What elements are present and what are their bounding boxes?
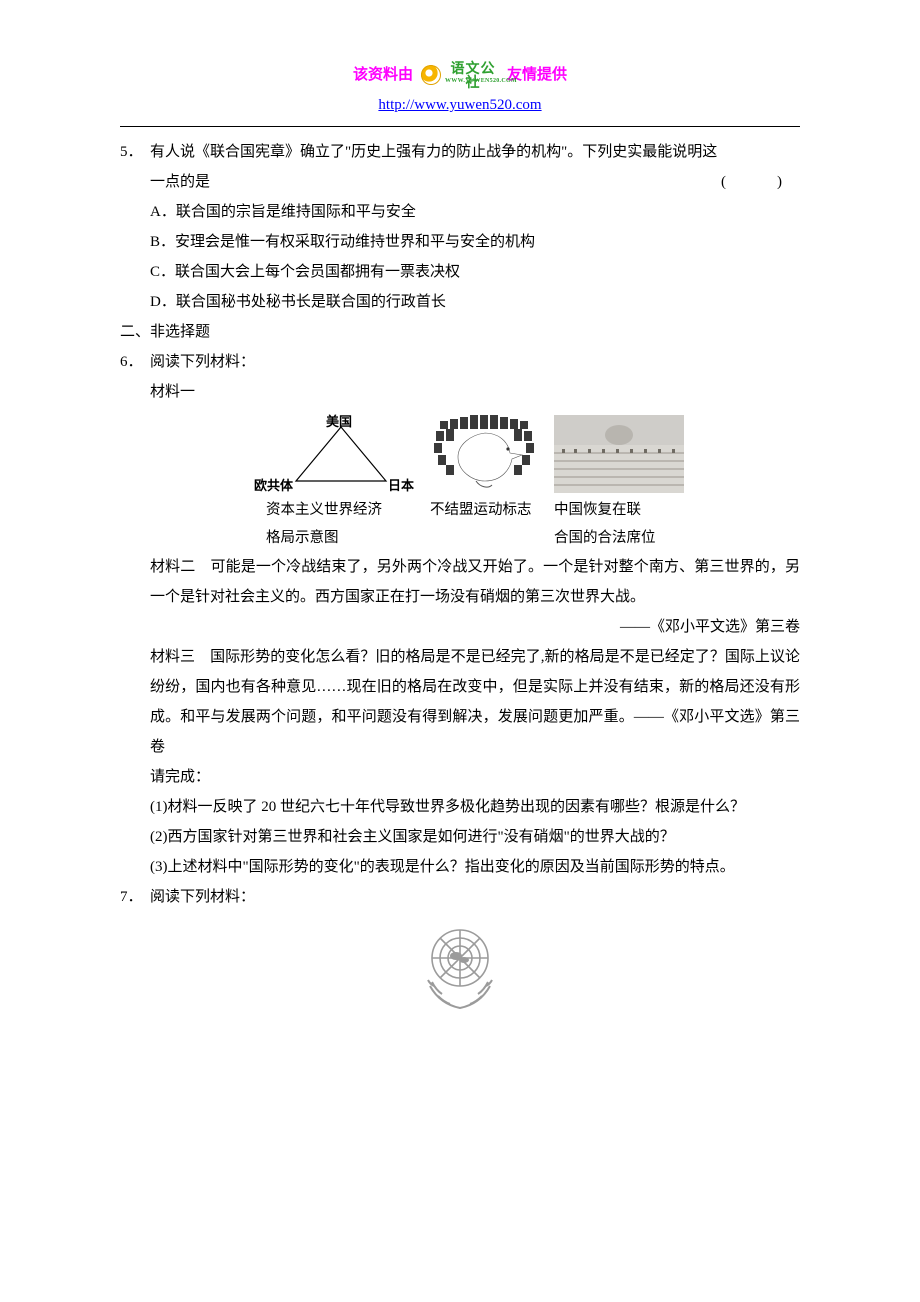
logo-text-cn: 语文公社: [445, 63, 501, 91]
q6-material2: 材料二 可能是一个冷战结束了，另外两个冷战又开始了。一个是针对整个南方、第三世界…: [120, 552, 800, 612]
triangle-label-top: 美国: [326, 409, 352, 435]
triangle-label-right: 日本: [388, 473, 414, 499]
q6-sub2: (2)西方国家针对第三世界和社会主义国家是如何进行"没有硝烟"的世界大战的？: [120, 822, 800, 852]
q6-material3: 材料三 国际形势的变化怎么看？旧的格局是不是已经完了,新的格局是不是已经定了？国…: [120, 642, 800, 762]
header: 该资料由 语文公社 WWW.YUWEN520.COM 友情提供 http://w…: [120, 60, 800, 120]
caption-1: 资本主义世界经济 格局示意图: [266, 497, 416, 552]
q6-stem: 阅读下列材料：: [150, 347, 800, 377]
q5-choice-d: D．联合国秘书处秘书长是联合国的行政首长: [120, 287, 800, 317]
triangle-diagram: 美国 欧共体 日本: [266, 415, 416, 493]
question-5: 5． 有人说《联合国宪章》确立了"历史上强有力的防止战争的机构"。下列史实最能说…: [120, 137, 800, 317]
triangle-label-left: 欧共体: [254, 473, 293, 499]
un-emblem-icon: [410, 916, 510, 1012]
q5-line2: 一点的是 ( ): [120, 167, 800, 197]
header-url-link[interactable]: http://www.yuwen520.com: [378, 97, 541, 113]
caption-1a: 资本主义世界经济: [266, 497, 416, 525]
un-hall-photo-icon: [554, 415, 684, 493]
caption-3b: 合国的合法席位: [554, 525, 684, 553]
figure-dove: [430, 415, 540, 493]
caption-2: 不结盟运动标志: [430, 497, 540, 552]
un-emblem: [120, 916, 800, 1023]
q6-sub3: (3)上述材料中"国际形势的变化"的表现是什么？指出变化的原因及当前国际形势的特…: [120, 852, 800, 882]
question-6: 6． 阅读下列材料： 材料一 美国 欧共体 日本: [120, 347, 800, 882]
q5-choice-a: A．联合国的宗旨是维持国际和平与安全: [120, 197, 800, 227]
logo-swirl-icon: [421, 65, 441, 85]
q6-mat2-label: 材料二: [150, 559, 195, 575]
divider: [120, 126, 800, 127]
site-logo: 语文公社 WWW.YUWEN520.COM: [419, 62, 501, 88]
q6-sub1: (1)材料一反映了 20 世纪六七十年代导致世界多极化趋势出现的因素有哪些？根源…: [120, 792, 800, 822]
q5-paren: ( ): [721, 167, 800, 197]
caption-2a: 不结盟运动标志: [430, 497, 540, 525]
question-7: 7． 阅读下列材料：: [120, 882, 800, 1023]
q5-choice-b: B．安理会是惟一有权采取行动维持世界和平与安全的机构: [120, 227, 800, 257]
figure-triangle: 美国 欧共体 日本: [266, 415, 416, 493]
q7-stem-line: 7． 阅读下列材料：: [120, 882, 800, 912]
header-right-text: 友情提供: [507, 60, 567, 90]
caption-3: 中国恢复在联 合国的合法席位: [554, 497, 684, 552]
figure-un-hall: [554, 415, 684, 493]
q5-stem-a: 有人说《联合国宪章》确立了"历史上强有力的防止战争的机构"。下列史实最能说明这: [150, 137, 800, 167]
q6-mat2-body: 可能是一个冷战结束了，另外两个冷战又开始了。一个是针对整个南方、第三世界的，另一…: [150, 559, 800, 605]
q6-caption-row: 资本主义世界经济 格局示意图 不结盟运动标志 中国恢复在联 合国的合法席位: [120, 497, 800, 552]
q5-line1: 5． 有人说《联合国宪章》确立了"历史上强有力的防止战争的机构"。下列史实最能说…: [120, 137, 800, 167]
q6-stem-line: 6． 阅读下列材料：: [120, 347, 800, 377]
logo-text-en: WWW.YUWEN520.COM: [445, 78, 517, 84]
caption-1b: 格局示意图: [266, 525, 416, 553]
q5-stem-b: 一点的是: [150, 174, 210, 190]
q6-material1-label: 材料一: [120, 377, 800, 407]
section-2-heading: 二、非选择题: [120, 317, 800, 347]
caption-3a: 中国恢复在联: [554, 497, 684, 525]
header-url-line: http://www.yuwen520.com: [120, 90, 800, 120]
nam-logo-icon: [430, 415, 540, 493]
q6-figure-row: 美国 欧共体 日本: [120, 415, 800, 493]
header-line-1: 该资料由 语文公社 WWW.YUWEN520.COM 友情提供: [353, 60, 567, 90]
page-root: 该资料由 语文公社 WWW.YUWEN520.COM 友情提供 http://w…: [0, 0, 920, 1302]
q7-number: 7．: [120, 882, 150, 912]
q6-mat2-source: ——《邓小平文选》第三卷: [120, 612, 800, 642]
q7-stem: 阅读下列材料：: [150, 882, 800, 912]
q6-mat3-label: 材料三: [150, 649, 195, 665]
q6-number: 6．: [120, 347, 150, 377]
header-left-text: 该资料由: [353, 60, 413, 90]
q5-choice-c: C．联合国大会上每个会员国都拥有一票表决权: [120, 257, 800, 287]
q6-mat3-body: 国际形势的变化怎么看？旧的格局是不是已经完了,新的格局是不是已经定了？国际上议论…: [150, 649, 800, 755]
q6-please: 请完成：: [120, 762, 800, 792]
q5-number: 5．: [120, 137, 150, 167]
